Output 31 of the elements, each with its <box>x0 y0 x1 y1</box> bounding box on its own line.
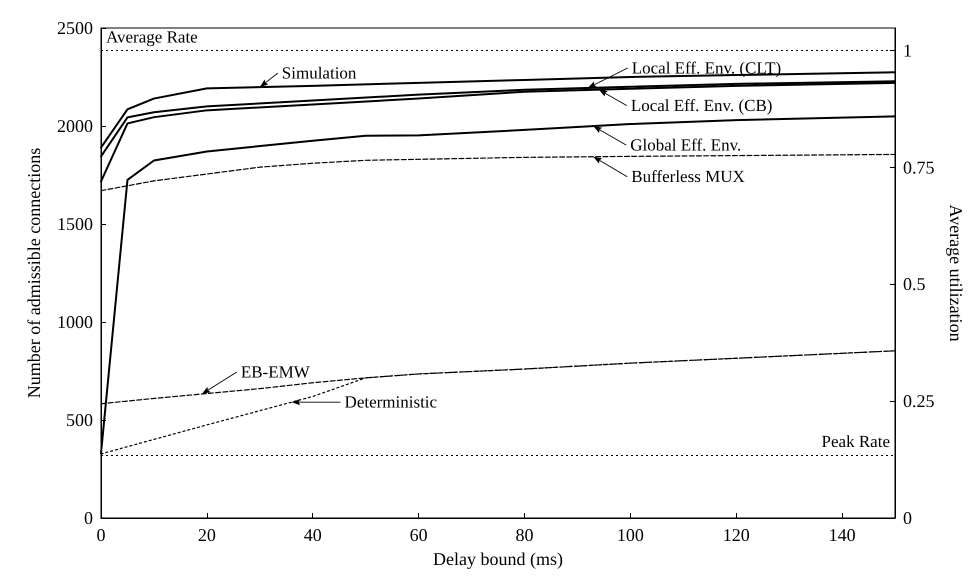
y-tick-label: 1000 <box>57 312 93 332</box>
x-tick-label: 0 <box>96 525 106 545</box>
y2-tick-label: 0 <box>903 508 912 528</box>
y2-axis-title: Average utilization <box>946 204 966 342</box>
ref-line-label: Average Rate <box>106 28 198 47</box>
y-tick-label: 2000 <box>57 116 93 136</box>
legend-label: Bufferless MUX <box>631 167 745 186</box>
x-tick-label: 140 <box>828 525 856 545</box>
x-tick-label: 100 <box>616 525 644 545</box>
legend-label: Simulation <box>282 64 357 83</box>
legend-label: EB-EMW <box>240 362 311 382</box>
y2-tick-label: 0.5 <box>903 274 926 294</box>
x-tick-label: 80 <box>515 525 534 545</box>
y2-tick-label: 0.75 <box>903 157 934 178</box>
x-tick-label: 20 <box>198 525 216 545</box>
x-axis-title: Delay bound (ms) <box>433 549 563 569</box>
legend-label: Global Eff. Env. <box>630 136 742 155</box>
legend-label: Local Eff. Env. (CB) <box>630 96 772 116</box>
y-tick-label: 1500 <box>57 214 93 234</box>
y2-tick-label: 0.25 <box>903 391 934 412</box>
ref-line-label: Peak Rate <box>822 432 890 451</box>
y-axis-title: Number of admissible connections <box>24 148 44 398</box>
y2-tick-label: 1 <box>903 40 912 60</box>
x-tick-label: 60 <box>410 525 428 545</box>
y-tick-label: 2500 <box>57 18 93 38</box>
x-tick-label: 40 <box>304 525 322 545</box>
y-tick-label: 500 <box>66 410 93 430</box>
x-tick-label: 120 <box>722 525 750 545</box>
legend-label: Deterministic <box>344 392 438 412</box>
y-tick-label: 0 <box>84 508 93 528</box>
legend-label: Local Eff. Env. (CLT) <box>632 58 782 78</box>
